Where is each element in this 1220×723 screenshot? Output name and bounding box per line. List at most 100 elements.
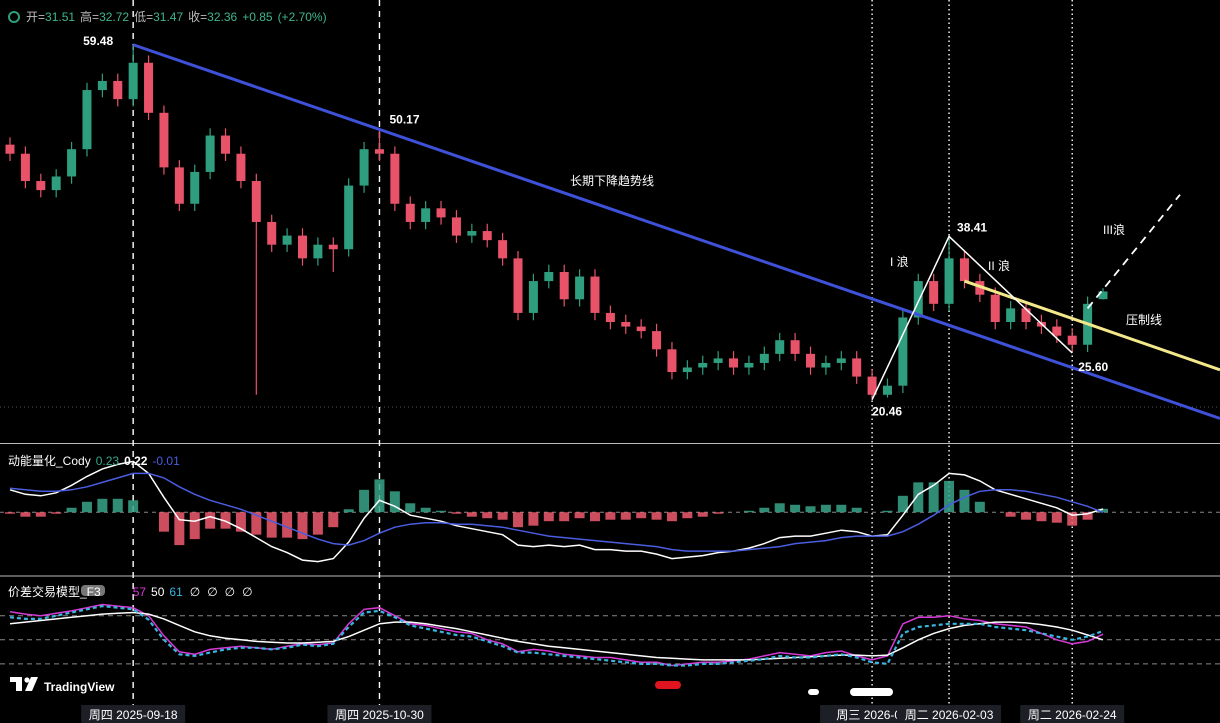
histogram-bar [35,512,46,517]
candle-body [451,217,461,236]
histogram-bar [836,504,847,513]
histogram-bar [559,512,570,522]
candle-body [1021,308,1031,323]
candle-body [482,231,492,241]
histogram-bar [420,507,431,513]
histogram-bar [66,507,77,513]
candle-body [806,353,816,368]
histogram-bar [451,512,462,514]
x-tick-label: 周四 2025-10-30 [335,708,424,722]
ohlc-value: 31.51 [45,10,75,24]
candle-body [959,258,969,282]
price-label: 38.41 [957,220,987,234]
change-pct: (+2.70%) [278,10,327,24]
candle-body [498,240,508,259]
histogram-bar [636,512,647,519]
candle-body [867,376,877,395]
candle-body [1067,335,1077,345]
histogram-bar [682,512,693,519]
placeholder: ∅ [242,585,252,599]
histogram-bar [266,512,277,538]
wave-label: II 浪 [988,258,1010,273]
candle-body [5,144,15,154]
histogram-bar [913,482,924,513]
trendline-label: 长期下降趋势线 [570,174,654,188]
candle-body [990,294,1000,323]
histogram-bar [697,512,708,517]
candle-body [682,367,692,373]
candle-body [913,281,923,318]
histogram-bar [620,512,631,520]
candle-body [790,340,800,354]
histogram-bar [374,479,385,513]
histogram-bar [574,512,585,519]
histogram-bar [389,491,400,513]
histogram-bar [81,501,92,513]
candle-body [359,149,369,186]
candle-body [1098,291,1108,300]
histogram-bar [882,510,893,513]
candle-body [251,181,261,222]
ohlc-label: 低= [134,10,153,24]
histogram-bar [282,512,293,538]
ohlc-header: 开=31.51 高=32.72 低=31.47 收=32.36 +0.85 (+2.70%… [26,9,327,24]
histogram-bar [1082,512,1093,520]
histogram-bar [97,498,108,513]
candle-body [729,358,739,368]
indicator-value: 0.22 [124,454,148,468]
candle-body [282,235,292,245]
candle-body [51,176,61,191]
candle-body [36,181,46,191]
histogram-bar [251,512,262,535]
candle-body [759,353,769,363]
histogram-bar [651,512,662,520]
candle-body [1006,308,1016,323]
date-box [327,705,432,723]
candle-body [421,208,431,222]
histogram-bar [112,498,123,513]
histogram-bar [944,480,955,513]
candle-body [390,153,400,204]
x-tick-label: 周三 2026-01 [836,708,908,722]
histogram-bar [405,503,416,513]
date-box [1020,705,1125,723]
candle-body [898,317,908,386]
histogram-bar [713,512,724,514]
histogram-bar [497,512,508,520]
price-label: 25.60 [1078,360,1108,374]
histogram-bar [666,512,677,522]
candle-body [775,340,785,354]
histogram-bar [743,510,754,513]
ohlc-label: 收= [188,10,207,24]
candle-body [174,167,184,204]
candle-body [605,312,615,323]
candle-body [297,235,307,259]
wave-line [871,235,1073,401]
histogram-bar [1036,512,1047,522]
oscillator-line [9,604,1104,667]
histogram-bar [466,512,477,517]
candle-body [267,221,277,245]
watermark: TradingView [44,680,115,694]
wave-label: I 浪 [890,254,909,269]
candle-body [636,326,646,332]
candle-body [221,135,231,154]
hidden-chip [81,585,105,596]
candle-body [528,281,538,313]
indicator-header: 动能量化_Cody 0.23 0.22 -0.01 [8,454,180,468]
candle-body [852,358,862,377]
histogram-bar [343,509,354,513]
candle-body [20,153,30,182]
histogram-bar [543,512,554,522]
histogram-bar [5,512,16,514]
placeholder: ∅ [207,585,217,599]
histogram-bar [128,500,139,513]
indicator-line [9,460,1104,563]
histogram-bar [482,512,493,519]
candle-body [1052,326,1062,336]
candle-body [836,358,846,363]
tv-logo [10,677,38,691]
